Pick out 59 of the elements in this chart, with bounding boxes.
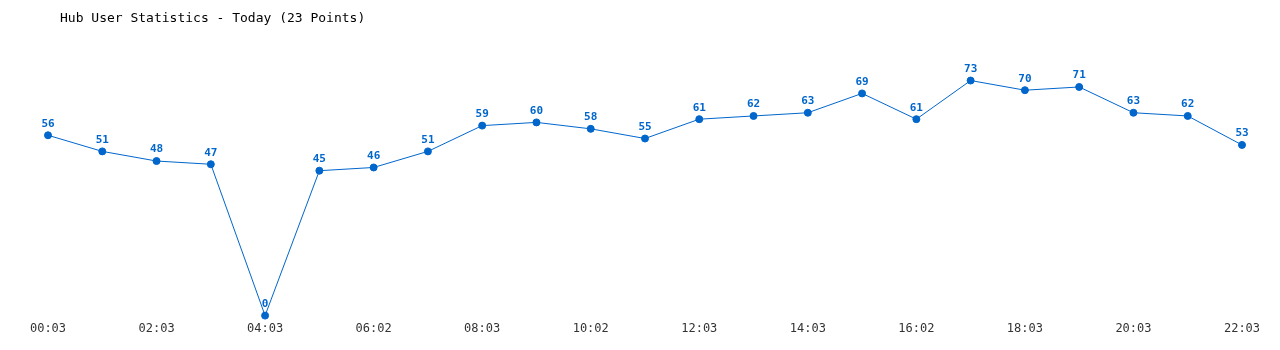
x-tick-label: 10:02 <box>572 320 609 335</box>
x-tick-label: 00:03 <box>29 320 67 335</box>
point <box>803 108 812 117</box>
x-tick-label: 20:03 <box>1115 320 1152 335</box>
data-label: 63 <box>1126 94 1141 108</box>
data-label: 62 <box>746 97 761 111</box>
point <box>858 89 867 98</box>
x-tick-label: 08:03 <box>464 320 501 335</box>
data-label: 63 <box>801 94 815 108</box>
data-label: 53 <box>1235 126 1249 140</box>
x-tick-label: 04:03 <box>247 320 284 335</box>
data-label: 61 <box>692 100 707 114</box>
data-label: 69 <box>855 74 869 88</box>
point <box>586 124 595 133</box>
x-tick-label: 06:02 <box>355 320 392 335</box>
point <box>261 311 270 320</box>
data-label: 61 <box>909 100 924 114</box>
point <box>641 134 649 143</box>
data-label: 56 <box>41 116 55 130</box>
data-label: 47 <box>204 145 218 159</box>
data-label: 62 <box>1181 97 1195 111</box>
point <box>98 147 107 156</box>
x-tick-label: 12:03 <box>681 320 718 335</box>
point <box>315 166 324 175</box>
x-tick-label: 02:03 <box>138 320 175 335</box>
data-label: 73 <box>964 61 978 75</box>
point <box>1238 140 1246 149</box>
data-label: 51 <box>95 132 110 146</box>
data-label: 0 <box>261 296 269 310</box>
data-label: 58 <box>584 110 598 124</box>
data-label: 51 <box>421 132 435 146</box>
point <box>912 115 921 124</box>
data-label: 70 <box>1018 71 1032 85</box>
data-label: 46 <box>367 148 381 162</box>
point <box>44 131 52 140</box>
data-label: 59 <box>475 106 489 120</box>
point <box>369 163 378 172</box>
point <box>966 76 975 85</box>
x-tick-label: 14:03 <box>789 320 826 335</box>
data-label: 45 <box>312 152 326 166</box>
point <box>1075 82 1084 91</box>
x-tick-label: 22:03 <box>1223 320 1261 335</box>
data-label: 60 <box>529 103 544 117</box>
data-label: 71 <box>1072 68 1087 82</box>
x-tick-label: 18:03 <box>1006 320 1043 335</box>
point <box>1129 108 1138 117</box>
point <box>1020 86 1029 95</box>
point <box>695 115 704 124</box>
point <box>423 147 432 156</box>
data-label: 55 <box>638 119 652 133</box>
point <box>206 160 215 169</box>
x-tick-label: 16:02 <box>898 320 935 335</box>
point <box>749 111 758 120</box>
point <box>478 121 487 130</box>
point <box>152 157 161 166</box>
point <box>1183 111 1192 120</box>
chart-title: Hub User Statistics - Today (23 Points) <box>60 10 366 25</box>
data-label: 48 <box>149 142 164 156</box>
point <box>532 118 541 127</box>
